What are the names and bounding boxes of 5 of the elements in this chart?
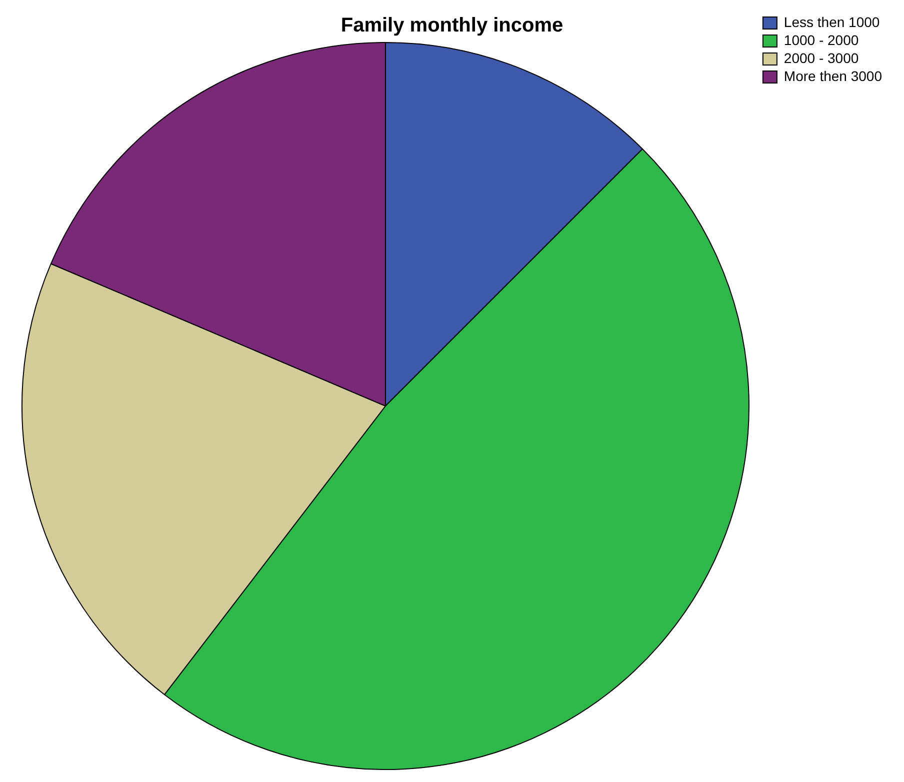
legend-label: 1000 - 2000 xyxy=(784,32,859,48)
legend-label: Less then 1000 xyxy=(784,14,880,30)
legend-label: 2000 - 3000 xyxy=(784,50,859,66)
chart-title: Family monthly income xyxy=(340,14,564,37)
legend-label: More then 3000 xyxy=(784,68,882,84)
